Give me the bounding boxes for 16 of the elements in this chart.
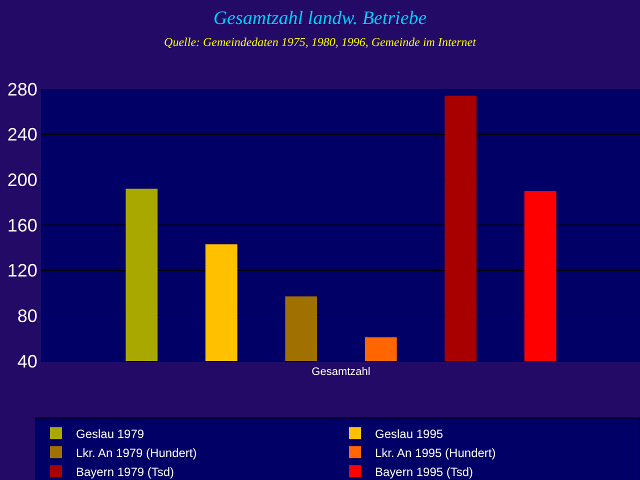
y-tick-label: 240 xyxy=(7,124,38,145)
y-tick-label: 80 xyxy=(17,306,38,326)
legend-label: Lkr. An 1995 (Hundert) xyxy=(375,446,496,460)
legend-label: Lkr. An 1979 (Hundert) xyxy=(76,446,197,460)
legend-label: Geslau 1979 xyxy=(76,426,144,441)
legend-label: Bayern 1995 (Tsd) xyxy=(375,464,474,479)
y-tick-label: 280 xyxy=(7,79,38,100)
y-tick-label: 200 xyxy=(7,170,38,190)
chart-title: Gesamtzahl landw. Betriebe xyxy=(213,8,427,29)
y-tick-label: 40 xyxy=(17,351,38,372)
y-tick-label: 160 xyxy=(7,215,38,236)
legend-label: Bayern 1979 (Tsd) xyxy=(76,464,174,479)
y-tick-label: 120 xyxy=(7,260,38,281)
x-tick-label: Gesamtzahl xyxy=(312,366,370,378)
legend-label: Geslau 1995 xyxy=(375,426,444,441)
chart-subtitle: Quelle: Gemeindedaten 1975, 1980, 1996, Gemeinde im Internet xyxy=(164,35,477,50)
